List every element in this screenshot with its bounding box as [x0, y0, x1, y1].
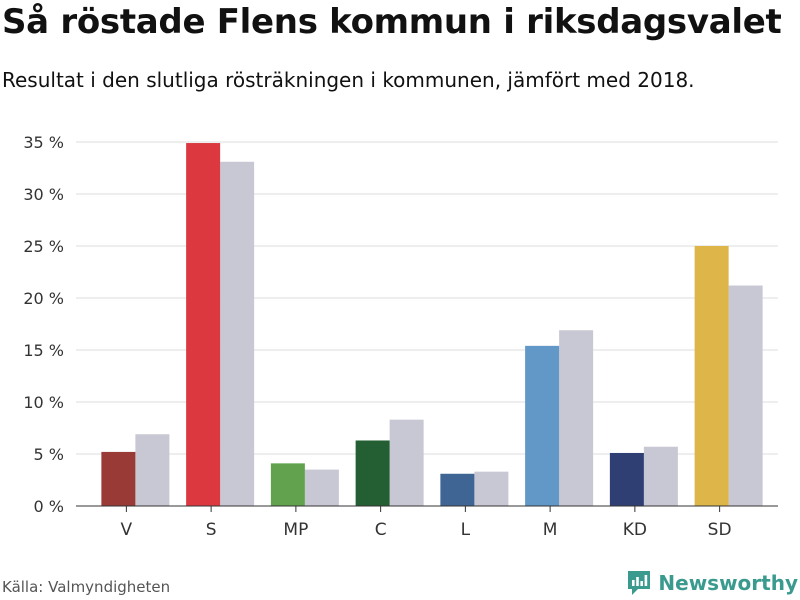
x-tick-label: M — [543, 520, 558, 540]
bar-2018-M — [559, 330, 594, 506]
x-tick-label: KD — [623, 520, 647, 540]
x-tick-label: SD — [708, 520, 732, 540]
bar-2018-MP — [304, 469, 339, 506]
brand-name: Newsworthy — [658, 571, 798, 595]
x-axis-ticks: V S MP C L M KD SD — [121, 506, 732, 540]
bar-2022-S — [186, 143, 221, 507]
source-note: Källa: Valmyndigheten — [2, 578, 171, 596]
bar-2022-L — [440, 473, 475, 506]
bar-2022-KD — [609, 452, 644, 506]
chart-title: Så röstade Flens kommun i riksdagsvalet — [2, 2, 782, 42]
bar-2018-C — [389, 419, 424, 506]
y-tick-label: 0 % — [34, 497, 64, 516]
bar-2018-V — [135, 434, 170, 506]
bar-2022-M — [525, 345, 560, 506]
bar-2022-C — [355, 440, 390, 506]
brand: Newsworthy — [626, 568, 798, 598]
y-tick-label: 25 % — [23, 237, 64, 256]
bar-2018-SD — [728, 285, 763, 506]
y-tick-label: 20 % — [23, 289, 64, 308]
bar-chart: 0 % 5 % 10 % 15 % 20 % 25 % 30 % 35 % V S MP C L M KD… — [23, 133, 778, 540]
y-axis-ticks: 0 % 5 % 10 % 15 % 20 % 25 % 30 % 35 % — [23, 133, 64, 516]
bar-2018-S — [220, 161, 255, 506]
x-tick-label: S — [206, 520, 217, 540]
bar-2018-KD — [643, 446, 678, 506]
bar-2018-L — [474, 471, 509, 506]
y-tick-label: 15 % — [23, 341, 64, 360]
y-tick-label: 10 % — [23, 393, 64, 412]
gridlines — [76, 141, 778, 455]
bar-2022-V — [101, 451, 136, 506]
chart-subtitle: Resultat i den slutliga rösträkningen i … — [2, 68, 695, 92]
y-tick-label: 5 % — [34, 445, 64, 464]
y-tick-label: 30 % — [23, 185, 64, 204]
newsworthy-logo-icon — [628, 571, 651, 595]
y-tick-label: 35 % — [23, 133, 64, 152]
bar-2022-SD — [694, 246, 729, 506]
x-tick-label: V — [121, 520, 133, 540]
x-tick-label: C — [375, 520, 387, 540]
bars — [101, 143, 763, 507]
x-tick-label: MP — [283, 520, 308, 540]
x-tick-label: L — [461, 520, 471, 540]
bar-2022-MP — [270, 463, 305, 506]
